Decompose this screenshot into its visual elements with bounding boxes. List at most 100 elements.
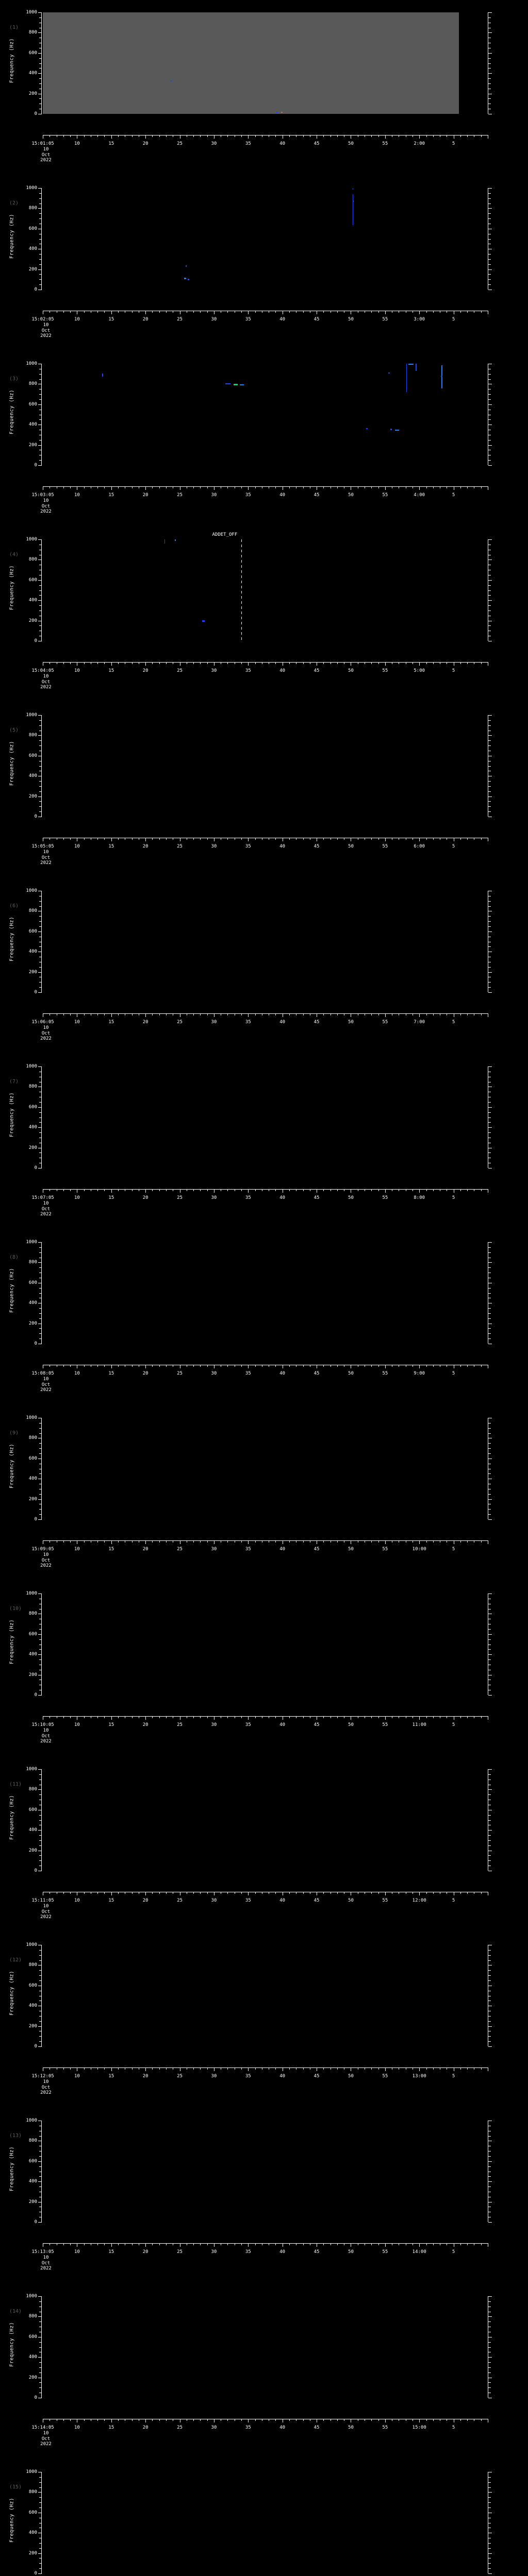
y-tick-minor bbox=[39, 2321, 42, 2323]
x-axis-tick-label: 35 bbox=[245, 668, 251, 673]
x-tick-major bbox=[419, 1540, 420, 1544]
y-tick-minor bbox=[39, 2136, 42, 2137]
x-tick-minor bbox=[84, 1540, 85, 1543]
panel-14: 0 200 400 600 800 1000 Frequency (Hz) (14) 15:14… bbox=[0, 2285, 528, 2461]
date-line: 2022 bbox=[40, 1739, 52, 1744]
y-tick-major bbox=[38, 2357, 42, 2358]
x-tick-minor bbox=[70, 1189, 71, 1191]
x-axis-tick-label: 55 bbox=[382, 317, 388, 322]
x-tick-minor bbox=[159, 1189, 160, 1191]
plot-area[interactable] bbox=[43, 1418, 459, 1519]
x-axis-tick-label: 15:01:05 bbox=[31, 141, 54, 146]
plot-area[interactable] bbox=[43, 1066, 459, 1168]
right-tick-minor bbox=[488, 2387, 491, 2388]
right-tick-minor bbox=[488, 595, 491, 596]
y-axis-title-text: Frequency (Hz) bbox=[9, 740, 15, 786]
x-tick-minor bbox=[159, 486, 160, 488]
panel-6: 0 200 400 600 800 1000 Frequency (Hz) (6) 15:06:… bbox=[0, 879, 528, 1055]
x-tick-minor bbox=[275, 1716, 276, 1718]
x-tick-minor bbox=[426, 2419, 427, 2421]
right-tick-minor bbox=[488, 1247, 491, 1248]
plot-area[interactable] bbox=[43, 1769, 459, 1871]
y-tick-minor bbox=[39, 1960, 42, 1961]
y-axis-tick-label: 800 bbox=[28, 2138, 37, 2144]
right-tick-minor bbox=[488, 1960, 491, 1961]
y-axis-tick-label: 600 bbox=[28, 2334, 37, 2340]
x-tick-minor bbox=[289, 1189, 290, 1191]
y-tick-minor bbox=[39, 1308, 42, 1309]
x-tick-minor bbox=[84, 2419, 85, 2421]
y-tick-minor bbox=[39, 394, 42, 395]
plot-area[interactable] bbox=[43, 539, 459, 641]
right-tick-major bbox=[488, 1789, 492, 1790]
y-tick-minor bbox=[39, 1252, 42, 1253]
date-line: Oct bbox=[41, 152, 51, 158]
x-axis-tick-label: 50 bbox=[348, 493, 354, 498]
y-axis-tick-label: 0 bbox=[34, 463, 37, 468]
y-axis-tick-label: 0 bbox=[34, 638, 37, 643]
plot-area[interactable] bbox=[43, 1945, 459, 2046]
plot-area[interactable] bbox=[43, 1242, 459, 1344]
plot-area[interactable] bbox=[43, 715, 459, 817]
y-tick-minor bbox=[39, 1860, 42, 1861]
y-tick-minor bbox=[39, 1267, 42, 1268]
x-tick-minor bbox=[227, 1716, 228, 1718]
right-tick-minor bbox=[488, 720, 491, 721]
right-tick-minor bbox=[488, 2477, 491, 2478]
y-axis-title-text: Frequency (Hz) bbox=[9, 2146, 15, 2192]
right-tick-minor bbox=[488, 1132, 491, 1133]
x-tick-major bbox=[111, 1189, 112, 1193]
x-tick-major bbox=[145, 135, 146, 139]
x-tick-minor bbox=[159, 2419, 160, 2421]
x-tick-minor bbox=[412, 1365, 413, 1367]
date-line: 10 bbox=[43, 1377, 49, 1382]
y-tick-minor bbox=[39, 1112, 42, 1113]
y-axis-tick-label: 1000 bbox=[26, 2294, 37, 2299]
x-tick-minor bbox=[255, 2067, 256, 2070]
plot-area[interactable] bbox=[43, 188, 459, 290]
y-tick-minor bbox=[39, 1132, 42, 1133]
plot-area[interactable] bbox=[43, 2121, 459, 2222]
plot-area[interactable] bbox=[43, 364, 459, 465]
x-axis-tick-label: 15 bbox=[108, 2074, 114, 2079]
y-tick-minor bbox=[39, 1629, 42, 1630]
x-axis-tick-label: 5 bbox=[452, 2074, 455, 2079]
plot-area[interactable] bbox=[43, 891, 459, 992]
right-tick-minor bbox=[488, 2156, 491, 2157]
plot-area[interactable] bbox=[43, 2296, 459, 2398]
x-axis-tick-label: 10 bbox=[74, 668, 80, 673]
x-axis-tick-label: 5 bbox=[452, 1020, 455, 1025]
x-axis-tick-label: 45 bbox=[314, 141, 320, 146]
x-tick-minor bbox=[200, 2419, 201, 2421]
y-axis-tick-label: 200 bbox=[28, 2023, 37, 2029]
right-tick-minor bbox=[488, 2502, 491, 2503]
right-tick-minor bbox=[488, 394, 491, 395]
x-axis-tick-label: 5 bbox=[452, 668, 455, 673]
x-axis-tick-label: 10 bbox=[74, 2074, 80, 2079]
right-tick-minor bbox=[488, 2362, 491, 2363]
x-axis-tick-label: 45 bbox=[314, 1371, 320, 1376]
y-axis-tick-label: 200 bbox=[28, 969, 37, 975]
x-axis-tick-label: 25 bbox=[177, 1547, 183, 1552]
detection-mark bbox=[202, 620, 205, 622]
x-axis-tick-label: 25 bbox=[177, 1371, 183, 1376]
y-tick-major bbox=[38, 1107, 42, 1108]
x-tick-major bbox=[248, 2243, 249, 2247]
x-tick-minor bbox=[207, 2067, 208, 2070]
right-tick-minor bbox=[488, 1629, 491, 1630]
x-tick-minor bbox=[166, 838, 167, 840]
x-axis-tick-label: 55 bbox=[382, 1722, 388, 1727]
right-tick-minor bbox=[488, 1122, 491, 1123]
y-axis-tick-label: 800 bbox=[28, 206, 37, 211]
x-tick-minor bbox=[104, 1189, 105, 1191]
y-axis-tick-label: 400 bbox=[28, 71, 37, 76]
right-tick-minor bbox=[488, 811, 491, 812]
right-tick-major bbox=[488, 2046, 492, 2047]
x-tick-minor bbox=[289, 1540, 290, 1543]
plot-area[interactable] bbox=[43, 1594, 459, 1695]
detection-mark bbox=[280, 111, 283, 113]
x-tick-minor bbox=[303, 838, 304, 840]
plot-area[interactable] bbox=[43, 12, 459, 114]
right-tick-major bbox=[488, 539, 492, 540]
plot-area[interactable] bbox=[43, 2472, 459, 2573]
